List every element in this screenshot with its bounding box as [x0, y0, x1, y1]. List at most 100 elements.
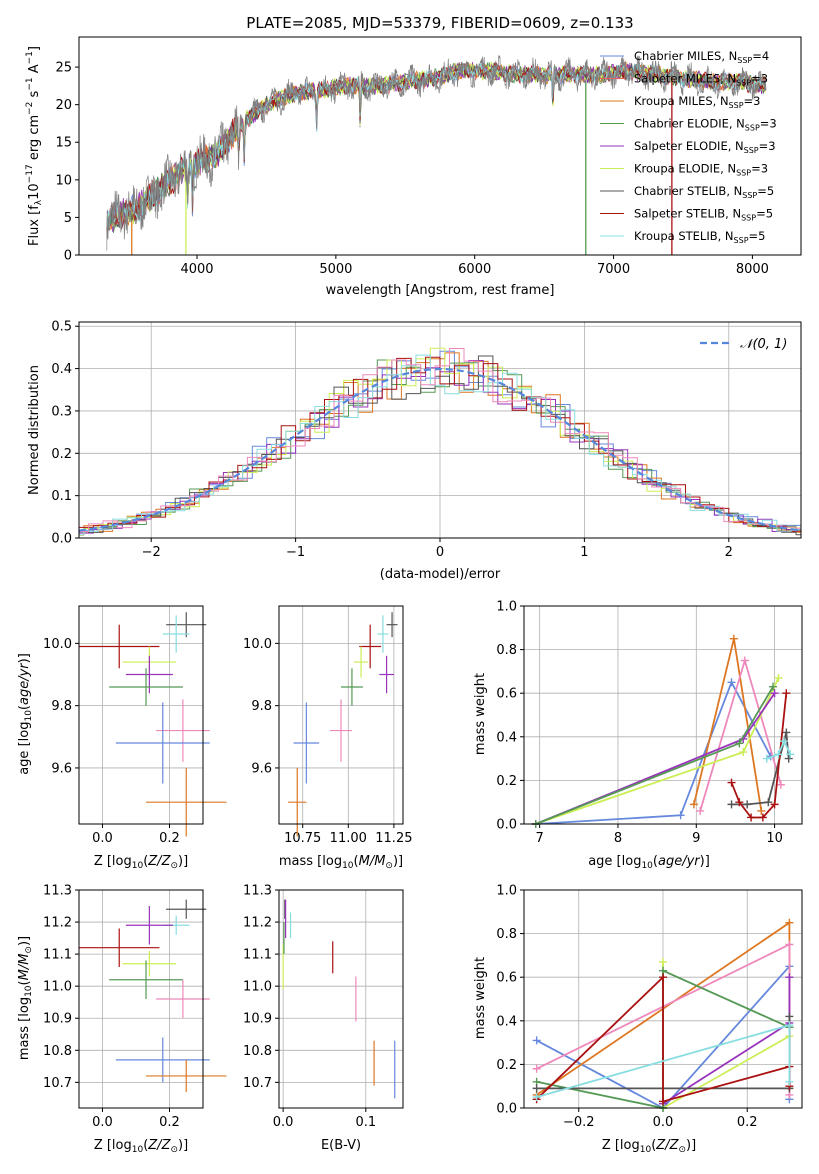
errorbar-point [115, 702, 210, 784]
legend-label-eq: =4 [752, 49, 769, 63]
normal-curve [79, 367, 801, 532]
mass-vs-Z-panel: 0.0 0.2 10.7 10.8 10.9 11.0 11.1 11.2 11.3 [43, 884, 227, 1130]
y-tick-label: 11.1 [43, 948, 72, 963]
x-tick-label: 0.0 [92, 831, 113, 846]
y-tick-label: 10.0 [43, 637, 72, 652]
y-tick-label: 0.3 [51, 404, 72, 419]
errorbar-point [162, 615, 190, 653]
mass-vs-Z-xlabel: Z [log10(Z/Z⊙)] [94, 1138, 188, 1155]
weight-marker [762, 754, 771, 763]
errorbar-point [379, 655, 394, 694]
residual-histogram-step [79, 348, 801, 532]
weight-marker [782, 728, 791, 737]
y-tick-label: 0.8 [496, 643, 517, 658]
weight-vs-Z-ylabel: mass weight [473, 957, 488, 1039]
x-tick-label: 0.0 [653, 1115, 674, 1130]
weight-series [659, 973, 794, 1108]
age-vs-Z-xlabel: Z [log10(Z/Z⊙)] [94, 854, 188, 871]
y-tick-label: 0.0 [51, 532, 72, 547]
y-tick-label: 0.4 [496, 730, 517, 745]
x-tick-label: −2 [142, 545, 161, 560]
errorbar-point [109, 960, 183, 999]
legend-label-sub: SSP [736, 79, 751, 88]
legend-label-main: Chabrier STELIB, N [634, 184, 742, 198]
weight-marker [659, 973, 667, 982]
weight-marker [785, 1077, 794, 1086]
weight-marker [785, 973, 794, 982]
errorbar-point [353, 646, 369, 678]
y-tick-label: 0.0 [496, 1102, 517, 1117]
weight-marker [740, 656, 749, 665]
x-tick-label: 0.0 [92, 1115, 113, 1130]
legend-label-sub: SSP [745, 124, 760, 133]
x-tick-label: 0.1 [355, 1115, 376, 1130]
weight-marker [729, 634, 738, 643]
legend-label-eq: =3 [744, 94, 761, 108]
x-tick-label: 10 [766, 831, 783, 846]
residual-panel: −2 −1 0 1 2 0.0 0.1 0.2 0.3 0.4 0.5 𝒩(0, 1) (data-… [27, 320, 802, 582]
y-tick-label: 25 [55, 61, 72, 76]
weight-marker [782, 689, 791, 698]
y-tick-label: 9.8 [251, 699, 272, 714]
y-tick-label: 15 [55, 136, 72, 151]
weight-marker [770, 800, 779, 809]
y-tick-label: 10.0 [243, 637, 272, 652]
x-tick-label: 7 [536, 831, 544, 846]
x-tick-label: 0.2 [159, 1115, 180, 1130]
errorbar-point [359, 624, 382, 669]
legend-label-main: Kroupa STELIB, N [634, 229, 734, 243]
y-tick-label: 11.0 [243, 980, 272, 995]
axes-frame [78, 605, 204, 825]
spectrum-panel: PLATE=2085, MJD=53379, FIBERID=0609, z=0… [25, 14, 802, 298]
weight-vs-age-ylabel: mass weight [473, 673, 488, 755]
legend-label-sub: SSP [729, 101, 744, 110]
y-tick-label: 1.0 [496, 600, 517, 615]
weight-marker [659, 957, 667, 966]
legend-label-eq: =5 [756, 207, 773, 221]
spectrum-ticks: 4000 5000 6000 7000 8000 0 5 10 15 20 25 [55, 61, 768, 277]
legend-label-sub: SSP [744, 146, 759, 155]
errorbar-point [386, 612, 398, 638]
spectrum-axes-frame [78, 36, 802, 256]
legend-label: Salpeter STELIB, NSSP=5 [634, 207, 773, 223]
x-tick-label: 10.75 [284, 831, 321, 846]
errorbar-point [330, 699, 352, 762]
weight-marker [735, 739, 744, 748]
errorbar-point [166, 899, 207, 919]
y-tick-label: 0.2 [496, 774, 517, 789]
errorbar-point [122, 950, 177, 977]
errorbar-point [115, 1037, 210, 1083]
legend-label: Chabrier MILES, NSSP=4 [634, 49, 769, 65]
weight-vs-Z-xlabel: Z [log10(Z/Z⊙)] [602, 1138, 696, 1155]
axes-frame [278, 605, 404, 825]
y-tick-label: 11.2 [243, 916, 272, 931]
y-tick-label: 11.3 [243, 884, 272, 899]
errorbar-point [79, 624, 160, 669]
weight-marker [779, 737, 788, 746]
legend-label-eq: =3 [760, 117, 777, 131]
weight-marker [727, 778, 736, 787]
weight-series [532, 1021, 794, 1102]
weight-marker [747, 813, 756, 822]
y-tick-label: 1.0 [496, 884, 517, 899]
weight-marker [739, 748, 748, 757]
errorbar-point [125, 906, 173, 945]
weight-marker [532, 1093, 541, 1102]
legend-label-sub: SSP [736, 169, 751, 178]
axes-frame [523, 889, 803, 1109]
weight-line [730, 693, 788, 819]
legend-label-main: Salpeter ELODIE, N [634, 139, 744, 153]
mass-vs-EBV-xlabel: E(B-V) [321, 1138, 361, 1153]
legend-label-main: Chabrier ELODIE, N [634, 117, 745, 131]
y-tick-label: 5 [64, 211, 72, 226]
x-tick-label: 8000 [736, 262, 769, 277]
legend-label-sub: SSP [742, 191, 757, 200]
age-vs-Z-ylabel: age [log10(age/yr)] [17, 653, 34, 775]
weight-marker [784, 754, 793, 763]
x-tick-label: 9 [692, 831, 700, 846]
x-tick-label: 5000 [319, 262, 352, 277]
residual-histograms [79, 347, 801, 536]
x-tick-label: 0.2 [159, 831, 180, 846]
